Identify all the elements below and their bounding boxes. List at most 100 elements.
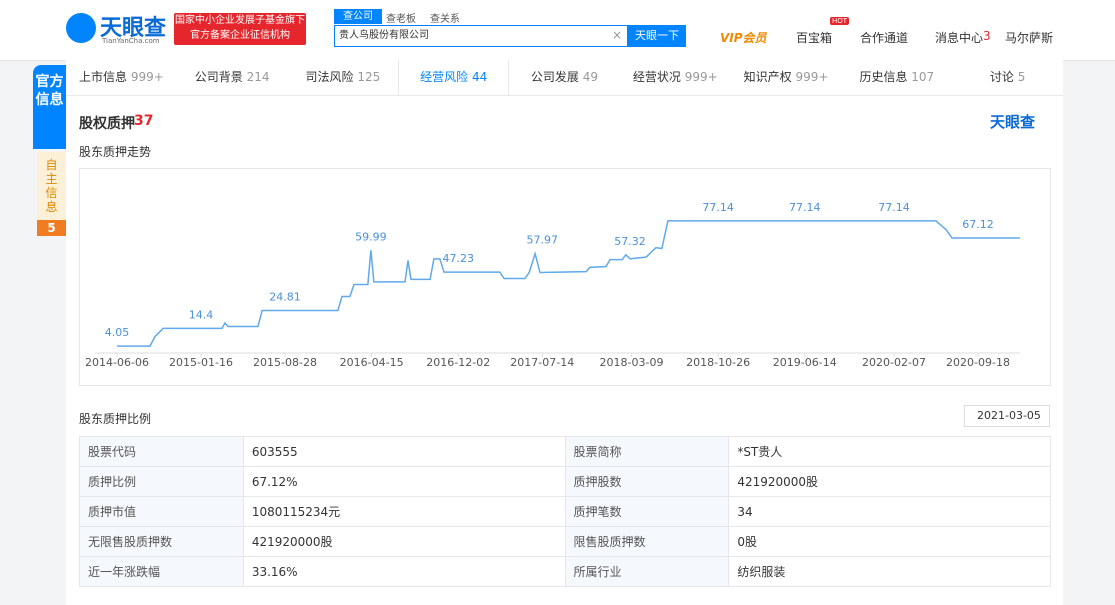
tab[interactable]: 公司背景 214 (177, 60, 288, 95)
badge: 国家中小企业发展子基金旗下 官方备案企业征信机构 (174, 13, 306, 45)
chart-title: 股东质押走势 (79, 145, 152, 159)
sidebar-item[interactable]: 官方信息 (33, 65, 66, 149)
tab-count: 44 (471, 70, 488, 84)
data-line (117, 220, 1020, 347)
section-count: 37 (134, 113, 154, 129)
tab-count: 5 (1017, 70, 1026, 84)
x-tick-label: 2016-12-02 (426, 356, 490, 369)
tab-count: 999+ (795, 70, 829, 84)
data-label: 59.99 (355, 230, 387, 243)
tab-label: 经营状况 (632, 70, 681, 84)
cell-label: 无限售股质押数 (79, 526, 244, 557)
cell-label: 所属行业 (564, 556, 730, 587)
cell-label: 质押比例 (79, 466, 244, 497)
cell-label: 质押市值 (79, 496, 244, 527)
sidebar-badge: 5 (37, 220, 66, 236)
x-tick-label: 2014-06-06 (85, 356, 149, 369)
tab[interactable]: 讨论 5 (952, 60, 1063, 95)
tab[interactable]: 公司发展 49 (509, 60, 620, 95)
cell-value: 33.16% (242, 556, 566, 587)
cell-label: 近一年涨跌幅 (79, 556, 244, 587)
x-tick-label: 2016-04-15 (340, 356, 404, 369)
tab-count: 999+ (130, 70, 164, 84)
tab-count: 999+ (684, 70, 718, 84)
tab[interactable]: 知识产权 999+ (731, 60, 842, 95)
cell-label: 股票简称 (564, 436, 730, 467)
nav-item[interactable]: 消息中心 (935, 31, 984, 45)
data-label: 57.32 (614, 235, 646, 248)
tab[interactable]: 司法风险 125 (288, 60, 399, 95)
tab-label: 司法风险 (305, 70, 354, 84)
tab-label: 经营风险 (420, 70, 469, 84)
x-tick-label: 2015-08-28 (253, 356, 317, 369)
cell-value: 纺织服装 (728, 556, 1051, 587)
search-tab[interactable]: 查老板 (386, 14, 416, 25)
nav-item[interactable]: 百宝箱 (796, 31, 833, 45)
table-row: 无限售股质押数 421920000股 限售股质押数 0股 (79, 526, 1051, 557)
tab-label: 公司背景 (194, 70, 243, 84)
tab[interactable]: 上市信息 999+ (66, 60, 177, 95)
data-label: 67.12 (962, 218, 994, 231)
data-label: 47.23 (443, 252, 475, 265)
tab[interactable]: 经营状况 999+ (620, 60, 731, 95)
tab-label: 讨论 (989, 70, 1014, 84)
nav-user[interactable]: 马尔萨斯 (1005, 31, 1054, 45)
cell-value: 603555 (242, 436, 566, 467)
tab-label: 知识产权 (743, 70, 792, 84)
chart: 2014-06-06 2015-01-16 2015-08-28 2016-04-15… (79, 168, 1051, 386)
table-row: 质押市值 1080115234元 质押笔数 34 (79, 496, 1051, 527)
cell-value: 67.12% (242, 466, 566, 497)
table-row: 近一年涨跌幅 33.16% 所属行业 纺织服装 (79, 556, 1051, 587)
tab-label: 公司发展 (530, 70, 579, 84)
data-label: 14.4 (189, 308, 214, 321)
tab-label: 上市信息 (78, 70, 127, 84)
hot-badge: HOT (830, 17, 850, 25)
nav-item[interactable]: 合作通道 (860, 31, 909, 45)
tab-label: 历史信息 (859, 70, 908, 84)
search-button[interactable]: 天眼一下 (628, 25, 686, 47)
x-tick-label: 2015-01-16 (169, 356, 233, 369)
cell-value: 421920000股 (728, 466, 1051, 497)
cell-label: 股票代码 (79, 436, 244, 467)
divider (66, 95, 1063, 96)
data-label: 4.05 (105, 326, 130, 339)
logo-sub: TianYanCha.com (102, 37, 160, 45)
x-tick-label: 2018-10-26 (686, 356, 750, 369)
tab-count: 49 (582, 70, 599, 84)
data-label: 77.14 (789, 201, 821, 214)
nav-vip[interactable]: VIP会员 (720, 31, 767, 45)
cell-value: 0股 (728, 526, 1051, 557)
tab-count: 107 (911, 70, 935, 84)
tab[interactable]: 历史信息 107 (841, 60, 952, 95)
clear-icon[interactable]: × (612, 28, 623, 42)
cell-value: 34 (728, 496, 1051, 527)
data-label: 24.81 (269, 291, 301, 304)
info-table: 股票代码 603555 股票简称 *ST贵人 质押比例 67.12% 质押股数 4219200… (79, 436, 1051, 587)
sidebar-item[interactable]: 自主信息 (37, 152, 66, 220)
logo-icon (66, 13, 96, 43)
tab[interactable]: 经营风险 44 (398, 60, 510, 95)
cell-label: 质押股数 (564, 466, 730, 497)
date-select[interactable]: 2021-03-05 (964, 405, 1050, 427)
x-tick-label: 2020-09-18 (946, 356, 1010, 369)
data-label: 57.97 (527, 234, 559, 247)
tab-count: 214 (246, 70, 270, 84)
data-label: 77.14 (702, 201, 734, 214)
table-title: 股东质押比例 (79, 412, 152, 426)
table-row: 股票代码 603555 股票简称 *ST贵人 (79, 436, 1051, 467)
search-input[interactable]: 贵人鸟股份有限公司 (334, 25, 628, 47)
brand: 天眼查 (990, 113, 1036, 131)
cell-label: 限售股质押数 (564, 526, 730, 557)
cell-label: 质押笔数 (564, 496, 730, 527)
search-tab[interactable]: 查关系 (430, 14, 460, 25)
cell-value: *ST贵人 (728, 436, 1051, 467)
chart-frame (79, 168, 1051, 386)
section-title: 股权质押 (79, 116, 135, 132)
search-tab[interactable]: 查公司 (334, 9, 382, 24)
cell-value: 1080115234元 (242, 496, 566, 527)
data-label: 77.14 (878, 201, 910, 214)
logo[interactable]: 天眼查 (100, 16, 167, 41)
cell-value: 421920000股 (242, 526, 566, 557)
badge-line: 官方备案企业征信机构 (190, 30, 290, 41)
